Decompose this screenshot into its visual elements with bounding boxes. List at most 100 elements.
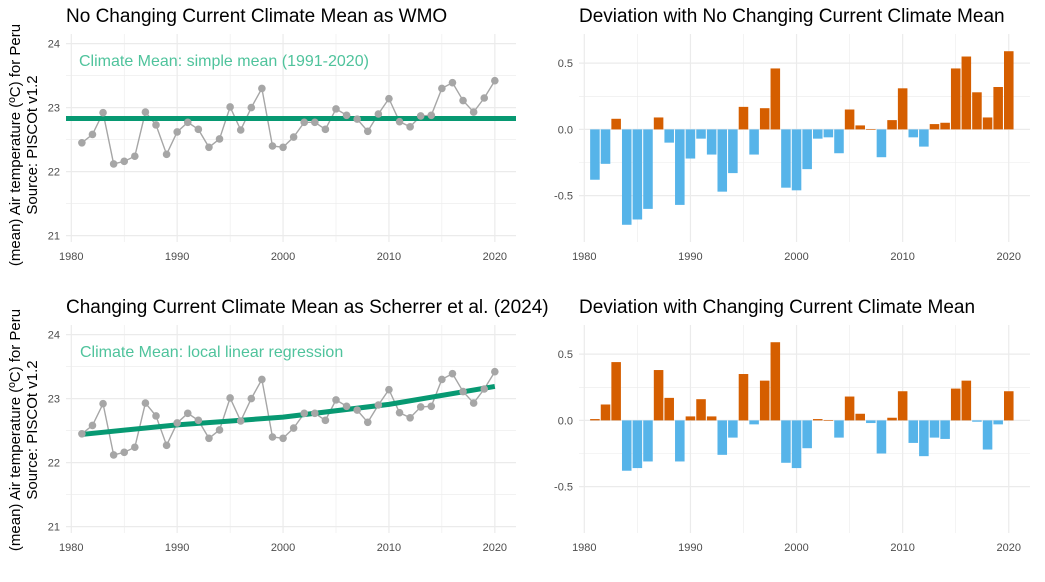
deviation-bar-positive <box>823 420 834 421</box>
deviation-bar-negative <box>802 420 812 449</box>
observation-line <box>81 80 496 165</box>
deviation-bar-positive <box>887 417 897 421</box>
panel-title: Deviation with No Changing Current Clima… <box>579 6 1005 27</box>
observation-point <box>120 448 129 457</box>
y-tick-label: 22 <box>48 167 60 179</box>
deviation-bar-negative <box>812 129 823 139</box>
observation-point <box>491 76 499 85</box>
x-tick-label: 2000 <box>784 542 808 554</box>
y-tick-label: 0.0 <box>558 415 573 427</box>
observation-point <box>183 118 192 127</box>
y-tick-label: -0.5 <box>554 191 573 203</box>
deviation-bar-negative <box>717 420 728 455</box>
deviation-bar-positive <box>897 88 908 130</box>
observation-point <box>363 127 372 136</box>
observation-point <box>459 387 467 396</box>
x-tick-label: 1990 <box>165 542 189 554</box>
observation-point <box>226 103 234 111</box>
observation-point <box>448 78 457 87</box>
climate-mean-annotation: Climate Mean: local linear regression <box>80 344 343 361</box>
x-tick-label: 2020 <box>997 542 1021 554</box>
deviation-bar-positive <box>696 399 706 421</box>
ylabel-top-line1: (mean) Air temperature (ºC) for Peru <box>7 24 24 266</box>
observation-point <box>183 409 192 418</box>
y-axis-title-top: (mean) Air temperature (ºC) for Peru Sou… <box>7 24 41 266</box>
deviation-bar-negative <box>876 420 887 454</box>
deviation-bar-negative <box>982 420 993 450</box>
y-tick-label: 0.5 <box>558 58 573 70</box>
observation-point <box>438 84 446 93</box>
observation-point <box>374 110 383 118</box>
deviation-bar-negative <box>749 420 759 425</box>
deviation-bar-positive <box>940 122 950 130</box>
observation-point <box>205 434 213 443</box>
panel-title: Deviation with Changing Current Climate … <box>579 297 975 318</box>
observation-point <box>416 112 425 120</box>
deviation-bar-negative <box>823 129 834 138</box>
panel-temperature-scherrer: Changing Current Climate Mean as Scherre… <box>48 297 549 554</box>
observation-point <box>120 157 129 166</box>
observation-point <box>78 430 86 438</box>
observation-point <box>152 121 160 129</box>
observation-point <box>131 443 139 452</box>
climate-mean-annotation: Climate Mean: simple mean (1991-2020) <box>79 53 369 70</box>
y-tick-label: 23 <box>48 103 60 115</box>
deviation-bar-positive <box>897 391 908 421</box>
deviation-bar-negative <box>696 129 706 139</box>
ylabel-bottom-line2: Source: PISCOt v1.2 <box>24 360 41 499</box>
observation-point <box>152 412 160 420</box>
x-tick-label: 2010 <box>377 251 401 263</box>
deviation-bar-positive <box>759 380 770 421</box>
deviation-bar-positive <box>770 342 781 421</box>
deviation-bar-positive <box>961 380 972 421</box>
deviation-bar-negative <box>717 129 728 192</box>
deviation-bar-positive <box>611 118 621 130</box>
observation-point <box>236 417 245 425</box>
deviation-bar-negative <box>791 129 802 191</box>
observation-point <box>88 130 97 139</box>
ylabel-bottom-line1: (mean) Air temperature (ºC) for Peru <box>7 309 24 551</box>
deviation-bar-negative <box>675 420 685 462</box>
x-tick-label: 2020 <box>997 251 1021 263</box>
deviation-bar-positive <box>844 109 855 130</box>
observation-point <box>469 399 478 407</box>
deviation-bar-negative <box>940 420 950 439</box>
deviation-bar-negative <box>834 129 844 154</box>
observation-point <box>215 426 224 434</box>
observation-point <box>321 416 330 425</box>
deviation-bar-negative <box>791 420 802 469</box>
deviation-bar-negative <box>919 129 929 147</box>
x-tick-label: 2000 <box>271 251 295 263</box>
observation-point <box>321 125 330 134</box>
observation-point <box>268 142 277 150</box>
observation-point <box>88 421 97 430</box>
observation-point <box>173 128 181 136</box>
observation-point <box>205 143 213 152</box>
deviation-bar-negative <box>675 129 685 205</box>
deviation-bar-negative <box>749 129 759 155</box>
observation-point <box>395 408 404 417</box>
deviation-bar-positive <box>664 397 674 421</box>
observation-point <box>438 375 446 384</box>
observation-point <box>311 409 319 418</box>
deviation-bar-positive <box>611 362 621 421</box>
observation-point <box>332 396 340 404</box>
observation-point <box>258 84 266 93</box>
deviation-bar-negative <box>834 420 844 438</box>
deviation-bar-positive <box>950 388 961 421</box>
observation-point <box>385 94 393 103</box>
observation-point <box>194 125 203 134</box>
x-tick-label: 1980 <box>59 542 83 554</box>
observation-point <box>332 105 340 113</box>
deviation-bar-positive <box>950 68 961 130</box>
deviation-bar-negative <box>643 420 653 462</box>
deviation-bar-positive <box>855 125 865 130</box>
x-tick-label: 2020 <box>483 251 507 263</box>
deviation-bar-negative <box>908 129 919 138</box>
observation-point <box>247 103 256 112</box>
observation-point <box>194 416 203 425</box>
observation-point <box>236 126 245 134</box>
deviation-bar-negative <box>802 129 812 170</box>
deviation-bar-positive <box>972 92 982 130</box>
